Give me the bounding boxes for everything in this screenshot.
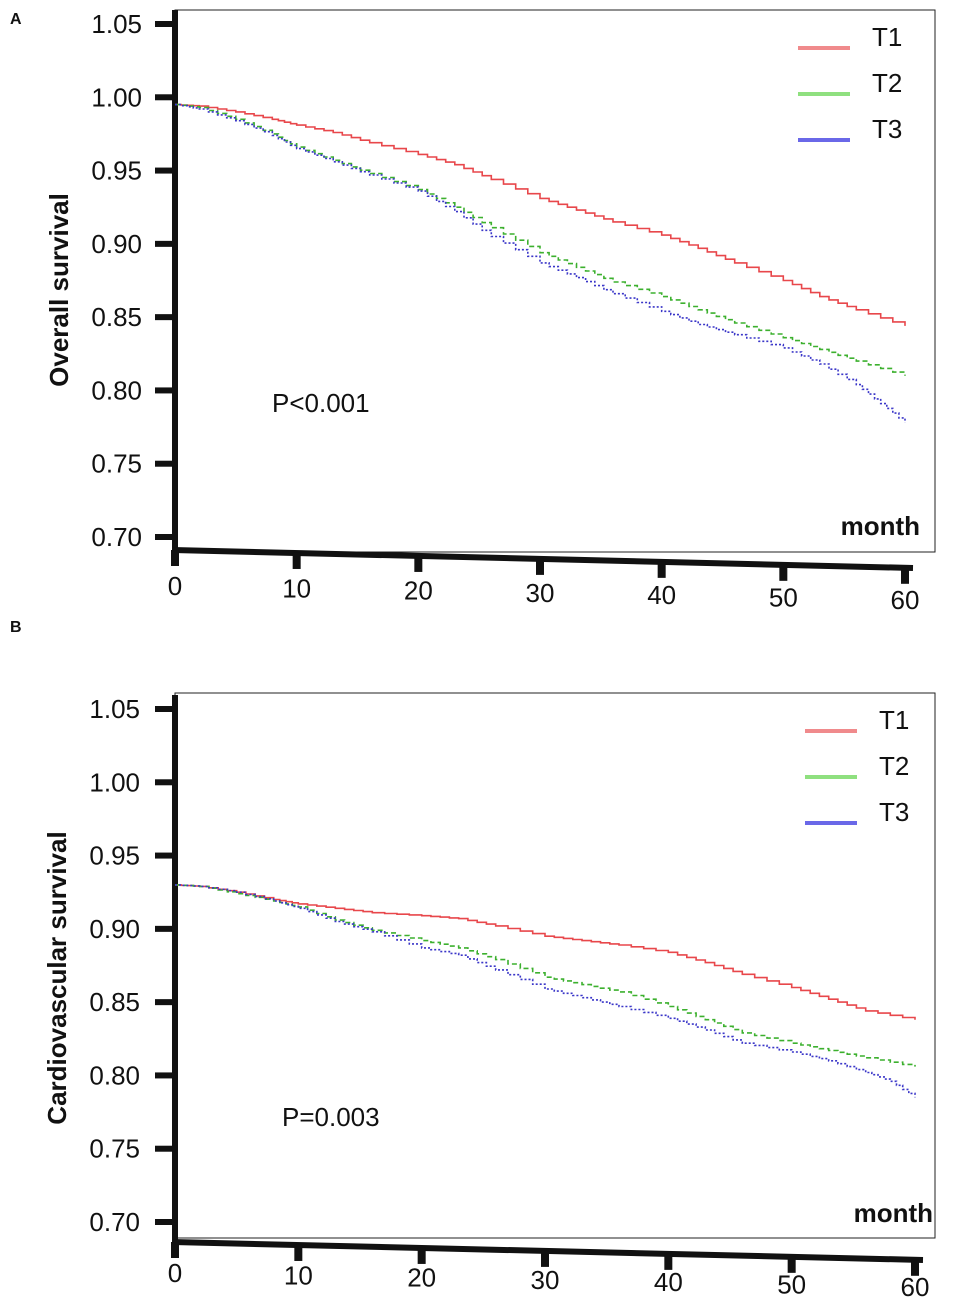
x-tick-label: 60	[891, 585, 920, 615]
x-tick-mark	[657, 561, 666, 578]
y-tick-label: 0.95	[89, 841, 140, 871]
series-line-t1	[175, 884, 916, 1020]
y-tick-label: 1.00	[91, 82, 142, 112]
panel-a-x-axis: 0 10 20 30 40 50 60	[168, 547, 920, 615]
panel-letter-b: B	[10, 619, 22, 636]
series-line-t2	[175, 884, 916, 1067]
y-tick-label: 0.85	[89, 987, 140, 1017]
series-line-t2	[175, 103, 906, 376]
panel-b: B 1.05 1.00 0.95 0.90 0.85 0.80 0.75 0.70 0 10 20…	[10, 619, 936, 1302]
legend-label-t1: T1	[872, 22, 902, 52]
y-tick-label: 0.75	[89, 1134, 140, 1164]
y-tick-label: 0.75	[91, 449, 142, 479]
legend-label-t2: T2	[872, 68, 902, 98]
y-tick-mark	[155, 852, 175, 859]
panel-a-pvalue: P<0.001	[272, 388, 370, 418]
panel-a-frame	[174, 9, 936, 553]
panel-b-pvalue: P=0.003	[282, 1102, 380, 1132]
panel-b-legend: T1 T2 T3	[805, 705, 909, 827]
legend-label-t3: T3	[879, 797, 909, 827]
y-tick-label: 1.00	[89, 767, 140, 797]
y-tick-mark	[155, 21, 175, 27]
panel-a-legend: T1 T2 T3	[798, 22, 902, 144]
panel-b-series	[175, 884, 916, 1098]
x-tick-mark	[541, 1250, 549, 1267]
x-tick-label: 60	[901, 1272, 930, 1302]
x-tick-label: 40	[647, 580, 676, 610]
y-tick-label: 0.90	[91, 229, 142, 259]
y-tick-label: 0.85	[91, 302, 142, 332]
y-tick-mark	[155, 999, 175, 1006]
panel-b-y-axis: 1.05 1.00 0.95 0.90 0.85 0.80 0.75 0.70	[89, 694, 178, 1244]
x-tick-label: 10	[282, 573, 311, 603]
y-tick-label: 1.05	[91, 9, 142, 39]
x-tick-label: 20	[404, 576, 433, 606]
x-tick-mark	[911, 1259, 919, 1276]
panel-b-frame	[174, 692, 936, 1239]
x-tick-label: 50	[769, 583, 798, 613]
y-tick-label: 0.80	[89, 1060, 140, 1090]
panel-a-ylabel: Overall survival	[44, 193, 74, 387]
x-tick-label: 0	[168, 571, 182, 601]
y-tick-label: 0.95	[91, 156, 142, 186]
y-tick-label: 1.05	[89, 694, 140, 724]
legend-label-t3: T3	[872, 114, 902, 144]
x-tick-label: 30	[526, 578, 555, 608]
panel-a: A 1.05 1.00 0.95 0.90 0.85 0.80 0.75 0.70 0 10 20…	[10, 9, 936, 615]
y-tick-mark	[155, 1145, 175, 1152]
panel-b-xlabel: month	[854, 1198, 933, 1228]
y-tick-mark	[155, 387, 175, 394]
x-tick-mark	[901, 567, 909, 584]
y-tick-label: 0.70	[89, 1207, 140, 1237]
panel-b-x-axis: 0 10 20 30 40 50 60	[168, 1239, 930, 1302]
x-tick-mark	[171, 550, 179, 566]
x-tick-label: 30	[531, 1265, 560, 1295]
y-tick-label: 0.80	[91, 375, 142, 405]
x-tick-label: 50	[777, 1270, 806, 1300]
x-tick-mark	[171, 1242, 179, 1258]
series-line-t3	[175, 884, 916, 1098]
y-tick-mark	[155, 1219, 175, 1225]
x-tick-mark	[292, 552, 301, 569]
y-tick-mark	[155, 534, 175, 540]
panel-b-ylabel: Cardiovascular survival	[42, 831, 72, 1124]
panel-a-xlabel: month	[841, 511, 920, 541]
y-tick-mark	[155, 240, 175, 247]
x-tick-mark	[787, 1256, 796, 1273]
legend-label-t1: T1	[879, 705, 909, 735]
series-line-t1	[175, 103, 906, 326]
y-tick-label: 0.70	[91, 522, 142, 552]
x-tick-label: 10	[284, 1260, 313, 1290]
series-line-t3	[175, 103, 906, 423]
x-tick-mark	[414, 555, 423, 572]
panel-a-series	[175, 103, 906, 423]
x-tick-mark	[779, 564, 788, 581]
y-tick-mark	[155, 1072, 175, 1079]
x-tick-label: 20	[407, 1263, 436, 1293]
x-tick-mark	[536, 558, 544, 575]
y-tick-mark	[155, 706, 175, 712]
y-tick-mark	[155, 460, 175, 467]
y-tick-mark	[155, 925, 175, 932]
x-tick-mark	[664, 1253, 673, 1270]
x-tick-mark	[294, 1244, 303, 1261]
y-tick-mark	[155, 167, 175, 174]
y-tick-label: 0.90	[89, 914, 140, 944]
x-tick-label: 40	[654, 1267, 683, 1297]
y-tick-mark	[155, 779, 175, 786]
panel-a-y-axis: 1.05 1.00 0.95 0.90 0.85 0.80 0.75 0.70	[91, 9, 178, 552]
x-tick-label: 0	[168, 1258, 182, 1288]
y-tick-mark	[155, 314, 175, 321]
x-tick-mark	[417, 1247, 426, 1264]
y-tick-mark	[155, 94, 175, 101]
legend-label-t2: T2	[879, 751, 909, 781]
panel-letter-a: A	[10, 11, 22, 28]
